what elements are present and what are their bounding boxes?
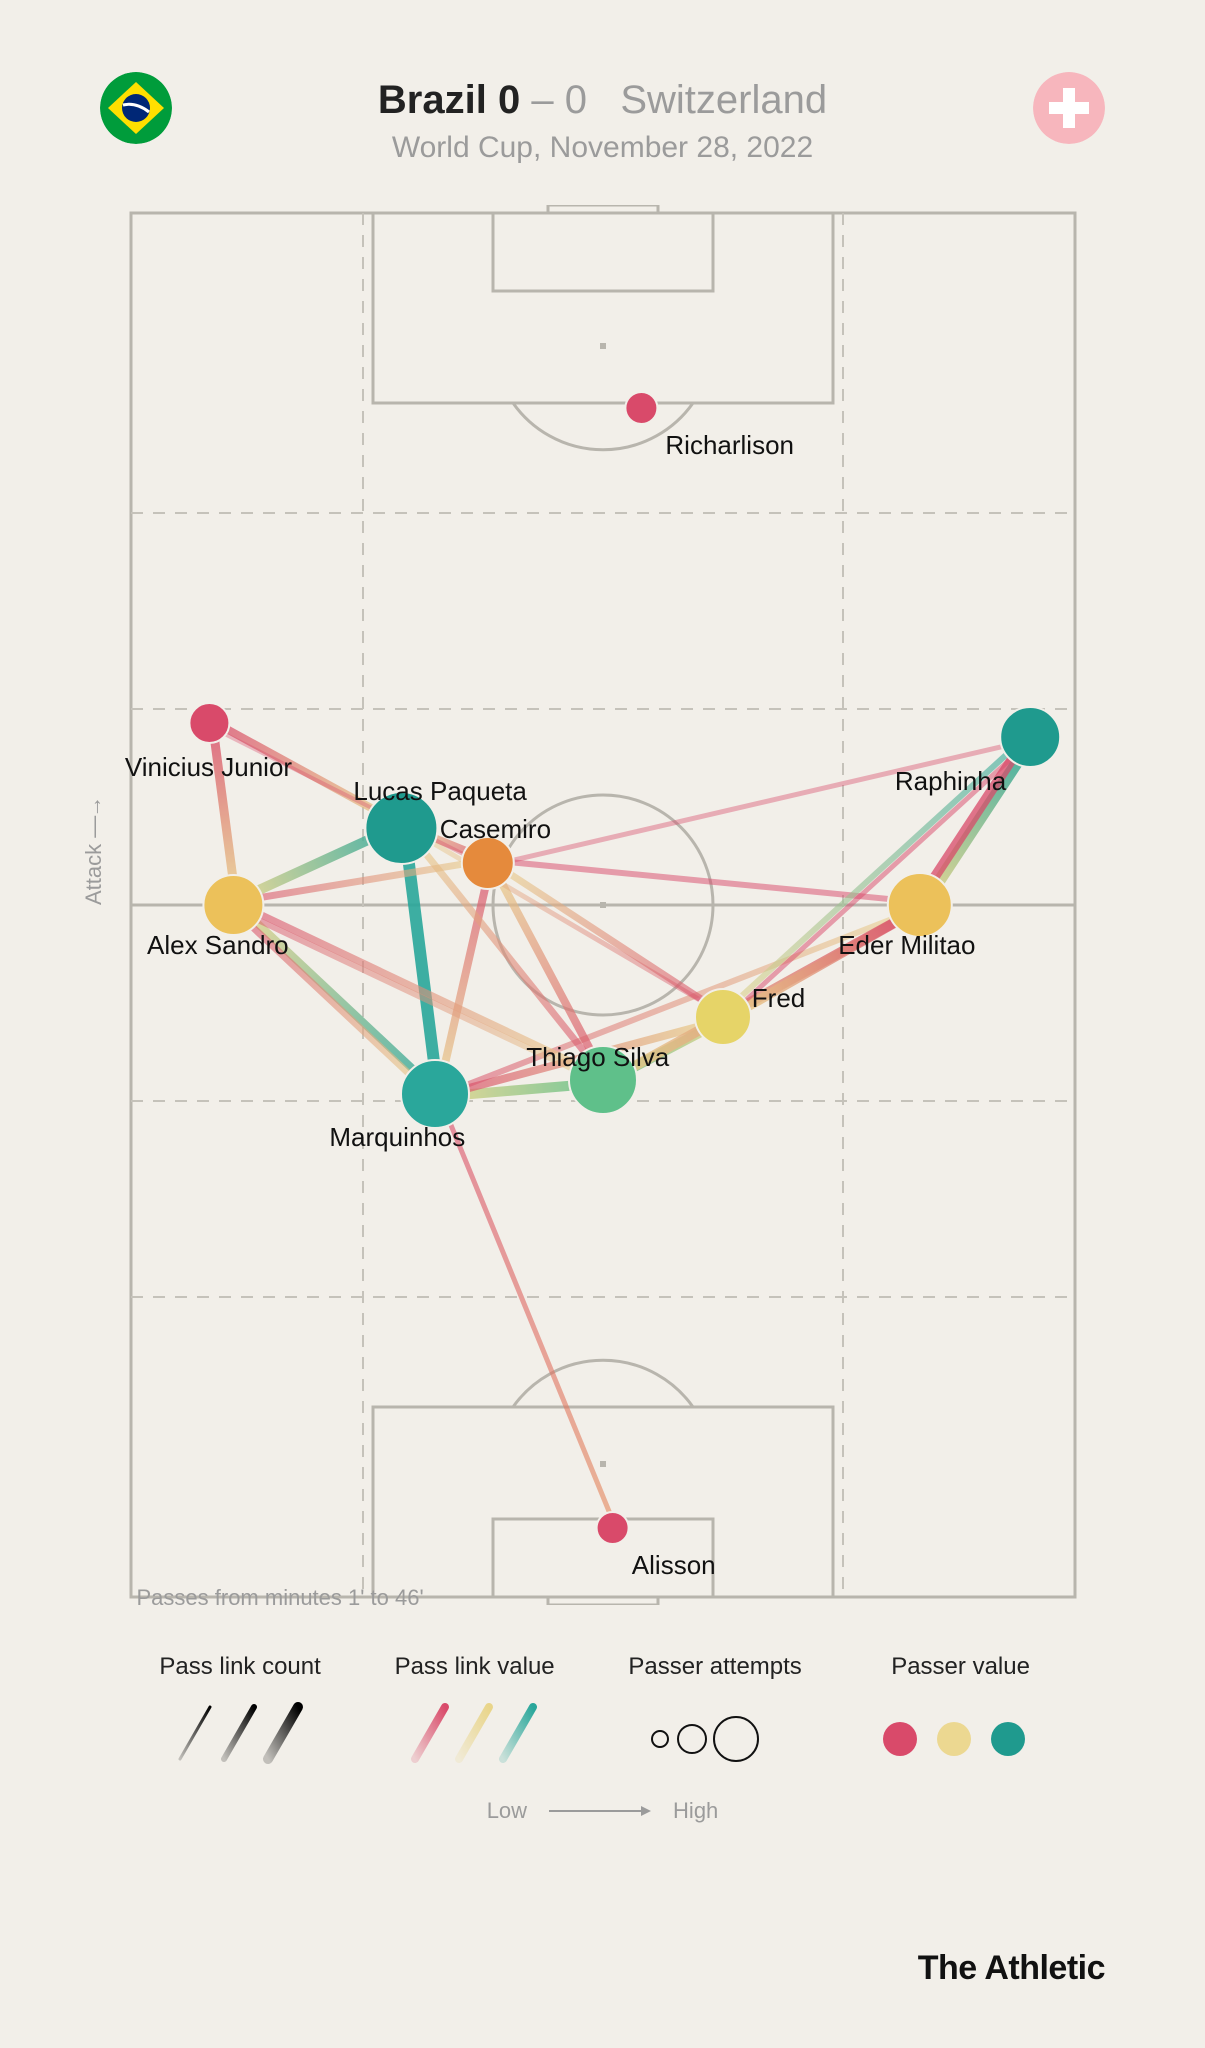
match-subtitle: World Cup, November 28, 2022	[0, 131, 1205, 165]
svg-text:Richarlison: Richarlison	[665, 430, 794, 460]
switzerland-flag-icon	[1033, 72, 1105, 144]
home-team: Brazil	[378, 78, 487, 122]
legend-count: Pass link count	[159, 1653, 320, 1774]
svg-text:Vinicius Junior: Vinicius Junior	[124, 752, 292, 782]
legend-value: Pass link value	[395, 1653, 555, 1774]
away-team: Switzerland	[620, 78, 827, 122]
svg-text:Thiago Silva: Thiago Silva	[526, 1042, 670, 1072]
svg-text:Alisson: Alisson	[631, 1550, 715, 1580]
away-score: 0	[565, 78, 587, 122]
svg-text:Lucas Paqueta: Lucas Paqueta	[353, 776, 527, 806]
pitch-container: Attack —→ RicharlisonVinicius JuniorRaph…	[123, 205, 1083, 1605]
svg-text:Raphinha: Raphinha	[894, 766, 1006, 796]
svg-text:Fred: Fred	[751, 983, 804, 1013]
score-sep: –	[531, 78, 564, 122]
attack-axis-label: Attack —→	[81, 798, 107, 905]
brazil-flag-icon	[100, 72, 172, 144]
legend-passer: Passer value	[876, 1653, 1046, 1774]
legend-scale: Low High	[123, 1798, 1083, 1824]
time-caption: Passes from minutes 1' to 46'	[137, 1585, 424, 1610]
legend-attempts: Passer attempts	[628, 1653, 801, 1774]
match-title: Brazil 0 – 0 Switzerland	[0, 78, 1205, 123]
svg-text:Eder Militao: Eder Militao	[838, 930, 975, 960]
home-score: 0	[498, 78, 520, 122]
legend: Pass link count Pass link value Passer a…	[123, 1653, 1083, 1774]
pass-network-chart: Richarlison Vinicius Junior Raphinha Lucas …	[123, 205, 1083, 1605]
brand-logo: The Athletic	[918, 1949, 1105, 1988]
svg-text:Casemiro: Casemiro	[439, 814, 550, 844]
svg-text:Marquinhos: Marquinhos	[329, 1122, 465, 1152]
svg-text:Alex Sandro: Alex Sandro	[147, 930, 289, 960]
match-header: Brazil 0 – 0 Switzerland World Cup, Nove…	[0, 0, 1205, 165]
